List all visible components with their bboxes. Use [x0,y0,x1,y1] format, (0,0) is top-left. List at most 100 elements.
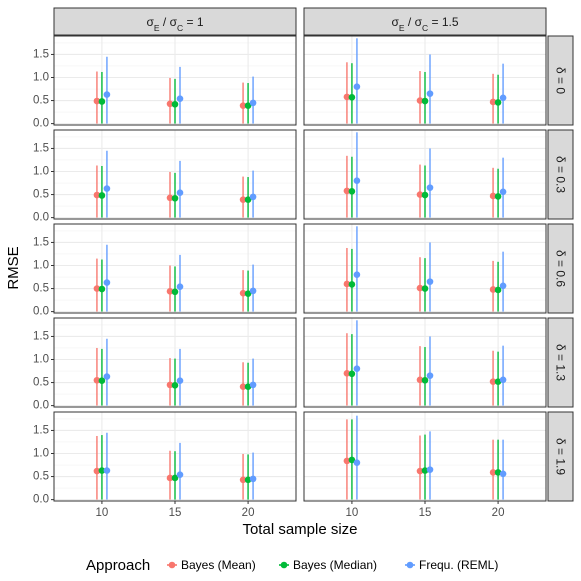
data-point [416,376,424,384]
data-point [93,191,101,199]
data-point [176,377,184,385]
data-point [353,83,361,91]
data-point [103,185,111,192]
column-strip: σE / σC = 1.5 [303,7,547,36]
row-strip-label: δ = 0 [554,67,568,94]
x-tick-label: 20 [242,507,255,519]
data-point [499,282,507,290]
data-point [499,376,507,384]
data-point [93,467,101,475]
data-point [239,289,247,297]
legend: Approach Bayes (Mean) Bayes (Median) Frequ… [86,557,498,574]
data-point [249,381,257,389]
data-point [244,476,252,484]
row-strip-label: δ = 1.3 [554,344,568,381]
data-point [249,475,257,483]
data-point [239,476,247,484]
data-point [244,102,252,109]
data-point [93,97,101,105]
data-point [494,378,502,385]
data-point [171,382,179,389]
data-point [426,90,434,97]
data-point [244,196,252,203]
legend-key-dot [168,561,176,569]
row-strip: δ = 0.6 [547,223,574,314]
x-tick-label: 15 [419,507,432,519]
y-axis-title: RMSE [5,246,22,289]
data-point [343,93,351,101]
row-strip: δ = 0.3 [547,129,574,220]
data-point [171,194,179,202]
data-point [98,467,106,474]
y-tick-label: 1.0 [33,448,49,460]
data-point [489,469,497,476]
y-tick-label: 1.0 [33,166,49,178]
facet-panel [303,35,547,126]
data-point [93,376,101,384]
data-point [239,102,247,109]
data-point [103,373,111,380]
data-point [244,383,252,391]
row-strip-label: δ = 1.9 [554,438,568,475]
data-point [176,189,184,197]
y-tick-label: 0.0 [33,306,49,318]
data-point [103,279,111,286]
row-strip: δ = 0 [547,35,574,126]
legend-entry: Frequ. (REML) [405,558,498,572]
y-tick-label: 1.0 [33,72,49,84]
data-point [348,456,356,464]
data-point [494,193,502,200]
data-point [343,457,351,465]
data-point [249,193,257,201]
data-point [499,188,507,196]
data-point [98,98,106,105]
data-point [166,381,174,389]
legend-entry: Bayes (Mean) [167,558,256,572]
data-point [353,271,361,279]
data-point [426,278,434,285]
row-strip-label: δ = 0.6 [554,250,568,287]
data-point [343,280,351,288]
data-point [499,470,507,478]
data-point [489,378,497,385]
legend-key-dot [280,561,288,569]
data-point [489,98,497,106]
data-point [98,192,106,199]
data-point [494,469,502,476]
y-tick-label: 1.5 [33,142,49,154]
column-strip-label: σE / σC = 1.5 [392,15,459,33]
facet-panel [53,317,297,408]
row-strip: δ = 1.9 [547,411,574,502]
column-strip: σE / σC = 1 [53,7,297,36]
data-point [249,287,257,295]
data-point [171,100,179,108]
x-axis-title: Total sample size [242,521,357,538]
y-tick-label: 0.0 [33,212,49,224]
data-point [343,370,351,377]
data-point [426,184,434,191]
data-point [426,372,434,379]
row-strip-label: δ = 0.3 [554,156,568,193]
data-point [353,459,361,467]
data-point [103,467,111,474]
data-point [166,194,174,202]
y-tick-label: 1.5 [33,330,49,342]
data-point [416,467,424,475]
facet-panel [53,35,297,126]
data-point [249,99,257,107]
data-point [489,192,497,200]
data-point [343,187,351,195]
data-point [426,466,434,473]
column-strip-label: σE / σC = 1 [147,15,204,33]
data-point [353,365,361,373]
data-point [176,95,184,103]
data-point [416,191,424,198]
y-tick-label: 1.5 [33,236,49,248]
data-point [421,97,429,105]
legend-title: Approach [86,557,150,574]
data-point [421,467,429,474]
data-point [348,188,356,195]
data-point [348,281,356,288]
data-point [353,177,361,185]
